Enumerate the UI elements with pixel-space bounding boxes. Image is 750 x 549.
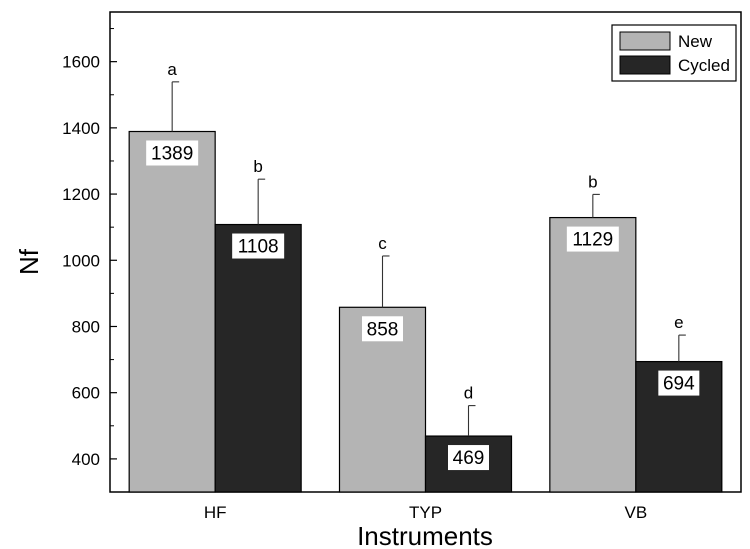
data-label: 1129 (572, 230, 613, 251)
bars (128, 130, 723, 493)
y-tick-label: 400 (72, 450, 100, 469)
x-tick-label: VB (624, 503, 647, 522)
y-tick-label: 800 (72, 317, 100, 336)
legend-label: New (678, 32, 713, 51)
y-tick-label: 1400 (62, 119, 100, 138)
significance-letter: c (378, 234, 387, 253)
significance-letter: d (464, 384, 473, 403)
significance-letter: b (253, 157, 262, 176)
x-tick-label: TYP (409, 503, 442, 522)
y-axis-title: Nf (14, 248, 44, 275)
data-label: 1389 (151, 144, 193, 165)
data-label-box (658, 370, 700, 396)
y-tick-label: 1000 (62, 251, 100, 270)
y-tick-label: 1600 (62, 53, 100, 72)
bar-new-hf (128, 130, 216, 493)
legend-swatch (619, 31, 671, 51)
significance-letter: a (167, 60, 177, 79)
data-label: 858 (367, 319, 399, 340)
data-label: 1108 (238, 237, 279, 258)
annotations: a 1389 b 1108 c 858 d 469 b 1129 e 694 (146, 60, 700, 471)
data-label: 694 (663, 374, 695, 395)
y-axis: 400 600 800 1000 1200 1400 1600 (62, 28, 117, 493)
x-tick-label: HF (204, 503, 227, 522)
data-label-box (232, 233, 285, 259)
y-tick-label: 1200 (62, 185, 100, 204)
significance-letter: e (674, 313, 683, 332)
x-axis-title: Instruments (357, 521, 493, 549)
legend-swatch (619, 55, 671, 75)
y-tick-label: 600 (72, 384, 100, 403)
bar-new-vb (549, 216, 637, 493)
data-label: 469 (453, 448, 485, 469)
data-label-box (566, 226, 619, 252)
legend: New Cycled (611, 24, 737, 82)
significance-letter: b (588, 172, 597, 191)
bar-cycled-hf (214, 223, 302, 493)
data-label-box (362, 316, 403, 342)
legend-label: Cycled (678, 56, 730, 75)
data-label-box (448, 445, 489, 471)
data-label-box (146, 140, 199, 166)
